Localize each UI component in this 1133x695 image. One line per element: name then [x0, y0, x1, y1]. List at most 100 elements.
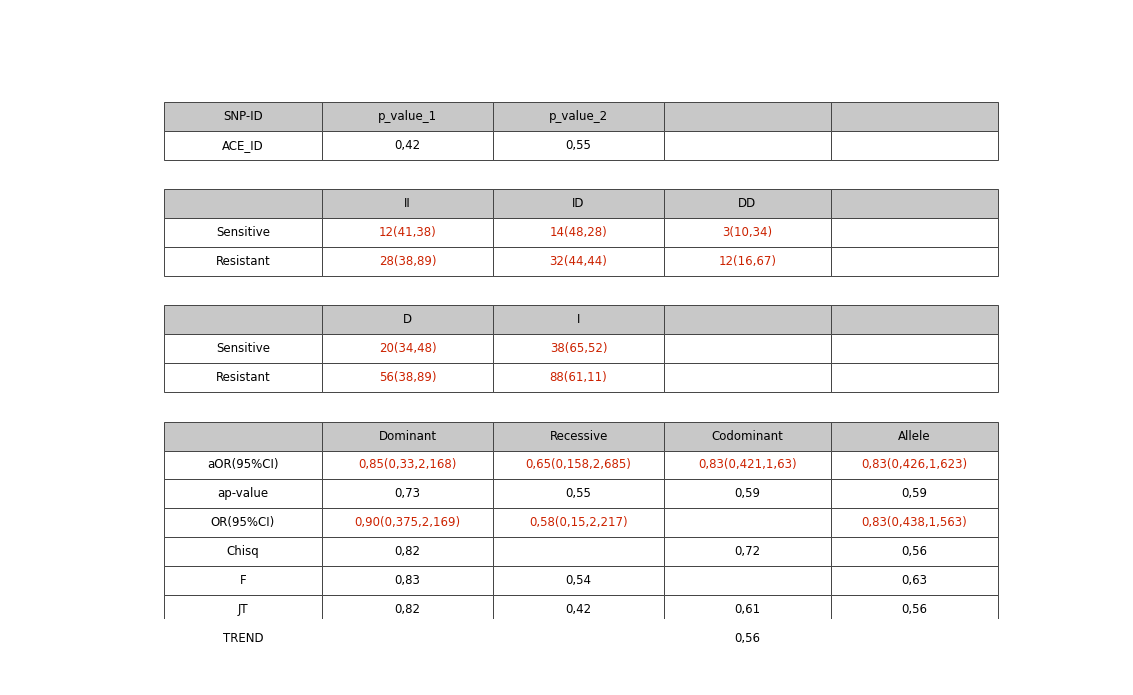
Bar	[322, 247, 493, 276]
Text: 38(65,52): 38(65,52)	[550, 343, 607, 355]
Text: ACE_ID: ACE_ID	[222, 139, 264, 152]
Bar	[664, 306, 830, 334]
Text: 14(48,28): 14(48,28)	[550, 226, 607, 239]
Bar	[493, 363, 664, 392]
Text: 0,72: 0,72	[734, 545, 760, 558]
Text: Resistant: Resistant	[215, 255, 270, 268]
Text: 0,73: 0,73	[394, 487, 420, 500]
Bar	[830, 537, 998, 566]
Bar	[493, 537, 664, 566]
Bar	[830, 247, 998, 276]
Bar	[322, 624, 493, 653]
Text: ID: ID	[572, 197, 585, 211]
Text: p_value_2: p_value_2	[550, 110, 608, 123]
Bar	[322, 189, 493, 218]
Bar	[664, 450, 830, 480]
Bar	[322, 422, 493, 450]
Text: 32(44,44): 32(44,44)	[550, 255, 607, 268]
Bar	[163, 450, 322, 480]
Bar	[493, 624, 664, 653]
Text: 0,54: 0,54	[565, 574, 591, 587]
Bar	[163, 247, 322, 276]
Text: I: I	[577, 313, 580, 327]
Text: 20(34,48): 20(34,48)	[378, 343, 436, 355]
Bar	[493, 334, 664, 363]
Text: DD: DD	[739, 197, 757, 211]
Text: 0,82: 0,82	[394, 545, 420, 558]
Bar	[493, 131, 664, 160]
Bar	[493, 189, 664, 218]
Bar	[830, 306, 998, 334]
Bar	[830, 102, 998, 131]
Bar	[664, 566, 830, 595]
Bar	[322, 566, 493, 595]
Bar	[664, 422, 830, 450]
Text: aOR(95%CI): aOR(95%CI)	[207, 459, 279, 471]
Text: 0,59: 0,59	[902, 487, 927, 500]
Text: JT: JT	[238, 603, 248, 616]
Text: 3(10,34): 3(10,34)	[723, 226, 773, 239]
Text: 56(38,89): 56(38,89)	[378, 371, 436, 384]
Text: 12(41,38): 12(41,38)	[378, 226, 436, 239]
Bar	[322, 595, 493, 624]
Bar	[322, 508, 493, 537]
Bar	[830, 595, 998, 624]
Bar	[163, 102, 322, 131]
Text: 88(61,11): 88(61,11)	[550, 371, 607, 384]
Bar	[322, 450, 493, 480]
Bar	[163, 189, 322, 218]
Bar	[664, 480, 830, 508]
Text: 0,85(0,33,2,168): 0,85(0,33,2,168)	[358, 459, 457, 471]
Text: 0,56: 0,56	[902, 603, 927, 616]
Bar	[664, 131, 830, 160]
Bar	[664, 189, 830, 218]
Bar	[493, 480, 664, 508]
Text: 0,65(0,158,2,685): 0,65(0,158,2,685)	[526, 459, 631, 471]
Text: 0,61: 0,61	[734, 603, 760, 616]
Bar	[322, 363, 493, 392]
Text: 0,59: 0,59	[734, 487, 760, 500]
Text: 0,42: 0,42	[565, 603, 591, 616]
Bar	[163, 218, 322, 247]
Bar	[664, 218, 830, 247]
Bar	[830, 218, 998, 247]
Bar	[830, 480, 998, 508]
Bar	[664, 247, 830, 276]
Text: II: II	[404, 197, 411, 211]
Bar	[163, 306, 322, 334]
Bar	[322, 480, 493, 508]
Text: 0,63: 0,63	[902, 574, 927, 587]
Bar	[493, 450, 664, 480]
Bar	[664, 537, 830, 566]
Bar	[830, 566, 998, 595]
Bar	[830, 363, 998, 392]
Text: p_value_1: p_value_1	[378, 110, 437, 123]
Bar	[830, 189, 998, 218]
Bar	[830, 334, 998, 363]
Bar	[493, 422, 664, 450]
Bar	[493, 247, 664, 276]
Text: 0,55: 0,55	[565, 139, 591, 152]
Text: 0,56: 0,56	[734, 632, 760, 645]
Bar	[163, 363, 322, 392]
Bar	[163, 595, 322, 624]
Bar	[830, 131, 998, 160]
Text: 0,90(0,375,2,169): 0,90(0,375,2,169)	[355, 516, 461, 530]
Text: Chisq: Chisq	[227, 545, 259, 558]
Text: 0,83(0,438,1,563): 0,83(0,438,1,563)	[861, 516, 968, 530]
Bar	[664, 508, 830, 537]
Text: OR(95%CI): OR(95%CI)	[211, 516, 275, 530]
Bar	[830, 450, 998, 480]
Text: 0,83(0,421,1,63): 0,83(0,421,1,63)	[698, 459, 796, 471]
Bar	[163, 537, 322, 566]
Bar	[664, 595, 830, 624]
Bar	[830, 624, 998, 653]
Text: 12(16,67): 12(16,67)	[718, 255, 776, 268]
Bar	[493, 508, 664, 537]
Bar	[493, 218, 664, 247]
Bar	[163, 131, 322, 160]
Bar	[493, 306, 664, 334]
Text: F: F	[239, 574, 246, 587]
Bar	[322, 131, 493, 160]
Text: 0,83: 0,83	[394, 574, 420, 587]
